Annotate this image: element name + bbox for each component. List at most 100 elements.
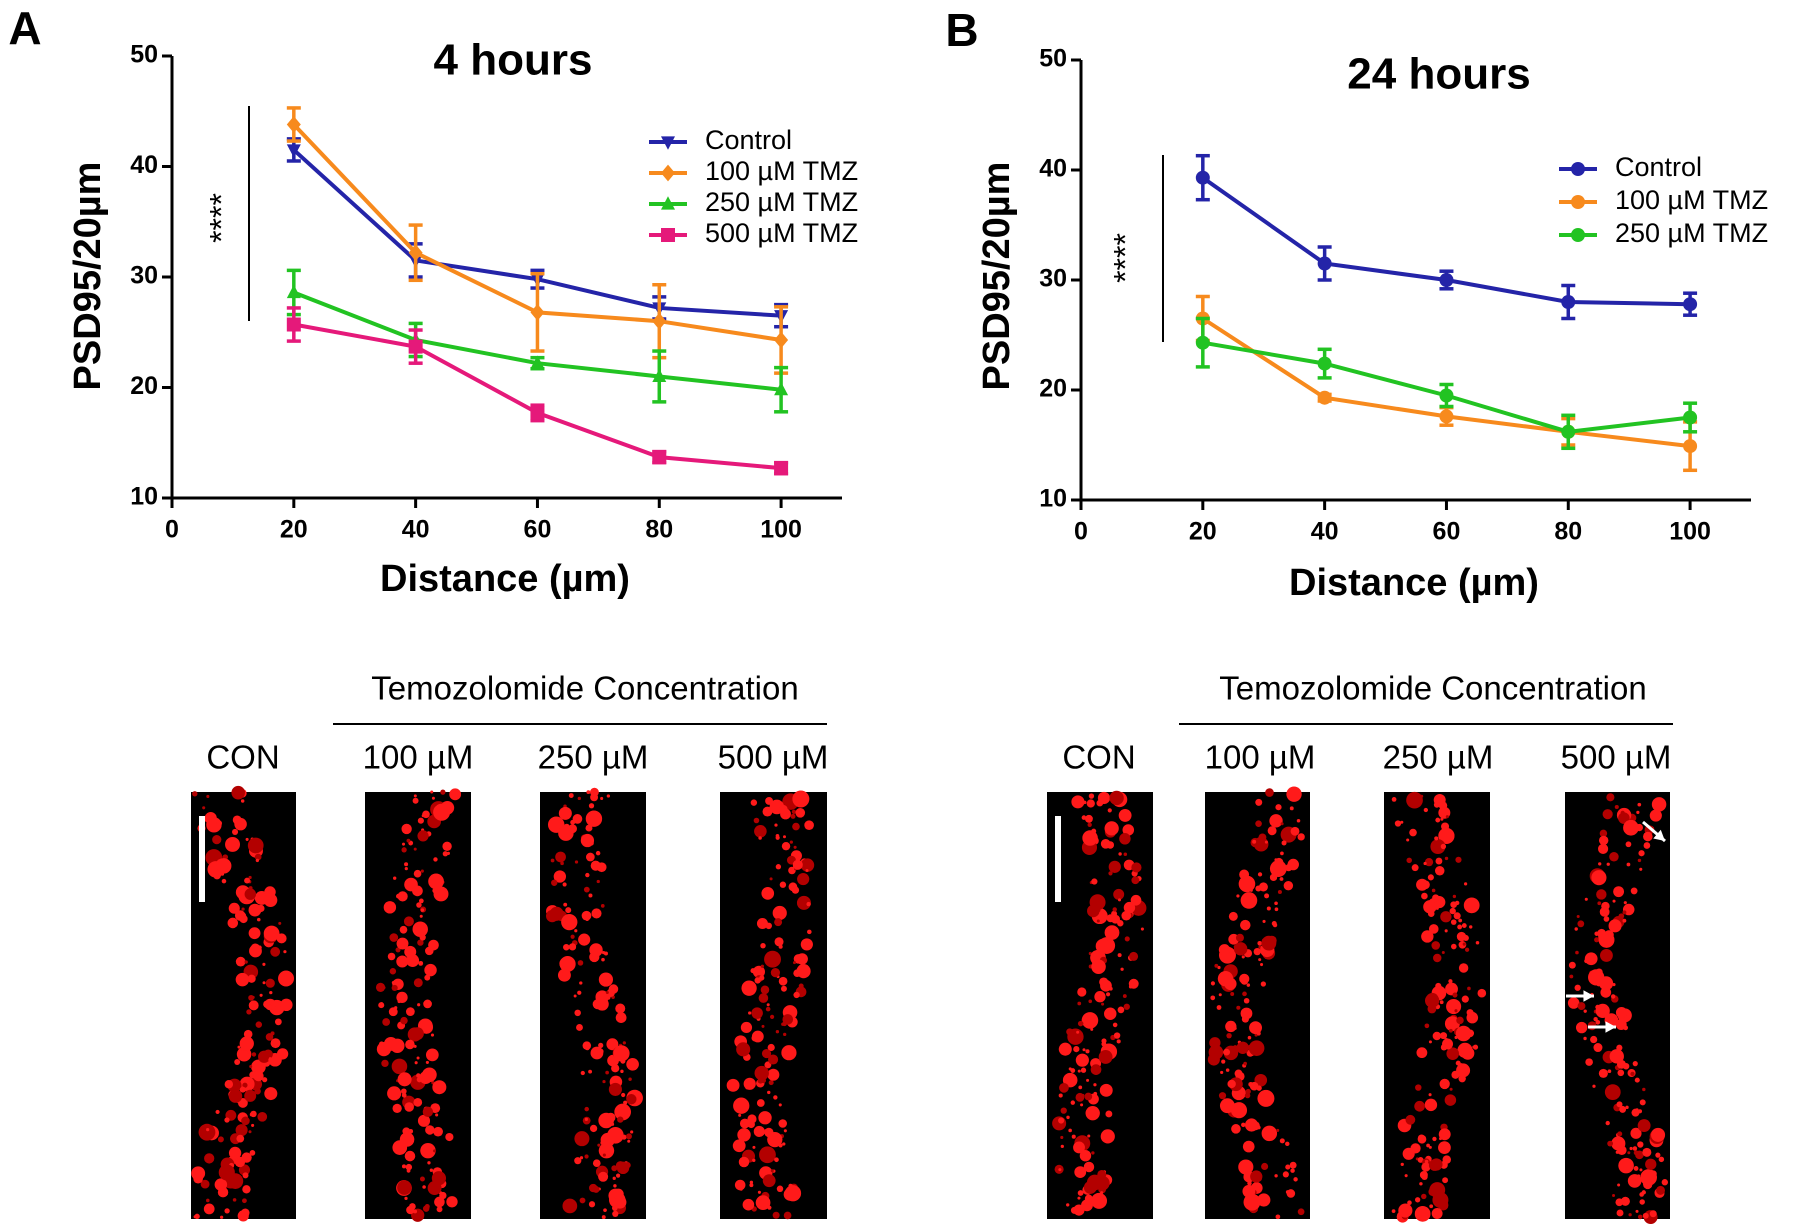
punctum bbox=[741, 1134, 745, 1139]
punctum bbox=[1449, 907, 1456, 915]
punctum bbox=[391, 984, 398, 991]
punctum bbox=[1461, 995, 1469, 1003]
punctum bbox=[433, 857, 438, 862]
x-axis-title: Distance (µm) bbox=[1289, 562, 1539, 604]
punctum bbox=[1428, 1040, 1432, 1044]
punctum bbox=[433, 802, 437, 807]
punctum bbox=[1456, 1063, 1471, 1078]
punctum bbox=[211, 812, 215, 816]
punctum bbox=[597, 1048, 604, 1055]
punctum bbox=[1293, 1177, 1298, 1182]
significance-label: **** bbox=[1107, 233, 1143, 283]
punctum bbox=[206, 1198, 210, 1203]
punctum bbox=[235, 1124, 248, 1137]
punctum bbox=[1066, 1115, 1070, 1120]
punctum bbox=[1420, 794, 1424, 798]
punctum bbox=[610, 1122, 615, 1126]
punctum bbox=[590, 860, 601, 871]
punctum bbox=[1256, 1031, 1261, 1036]
punctum bbox=[1244, 1092, 1251, 1099]
data-point bbox=[1317, 256, 1332, 271]
punctum bbox=[1637, 1141, 1644, 1148]
punctum bbox=[1608, 919, 1622, 933]
punctum bbox=[1289, 1161, 1297, 1169]
punctum bbox=[1574, 927, 1578, 931]
punctum bbox=[1637, 1214, 1643, 1220]
punctum bbox=[778, 1119, 787, 1128]
punctum bbox=[585, 917, 589, 922]
punctum bbox=[1615, 1006, 1628, 1019]
punctum bbox=[1074, 1166, 1087, 1178]
punctum bbox=[403, 825, 409, 831]
punctum bbox=[581, 910, 592, 921]
punctum bbox=[1098, 1050, 1113, 1064]
punctum bbox=[1629, 1146, 1633, 1151]
punctum bbox=[1433, 953, 1442, 963]
punctum bbox=[1568, 961, 1576, 969]
punctum bbox=[589, 943, 603, 957]
punctum bbox=[1236, 1041, 1249, 1054]
punctum bbox=[1435, 857, 1443, 865]
punctum bbox=[1455, 856, 1462, 863]
punctum bbox=[1240, 892, 1258, 909]
punctum bbox=[241, 907, 245, 911]
punctum bbox=[232, 1198, 237, 1202]
data-point bbox=[1439, 273, 1454, 287]
punctum bbox=[1094, 991, 1106, 1003]
punctum bbox=[800, 938, 813, 951]
punctum bbox=[1227, 1079, 1236, 1089]
punctum bbox=[605, 990, 609, 994]
punctum bbox=[1077, 1020, 1084, 1027]
punctum bbox=[416, 1076, 423, 1083]
punctum bbox=[606, 1038, 619, 1051]
punctum bbox=[397, 1072, 412, 1087]
punctum bbox=[396, 955, 409, 968]
punctum bbox=[1124, 936, 1130, 942]
punctum bbox=[1257, 872, 1263, 877]
punctum bbox=[236, 1134, 245, 1143]
punctum bbox=[1439, 1078, 1450, 1090]
punctum bbox=[769, 877, 773, 881]
punctum bbox=[795, 807, 806, 818]
punctum bbox=[770, 968, 781, 978]
punctum bbox=[1583, 1009, 1587, 1013]
punctum bbox=[798, 983, 804, 989]
punctum bbox=[1214, 963, 1219, 968]
punctum bbox=[1448, 979, 1453, 984]
punctum bbox=[1093, 1091, 1098, 1096]
punctum bbox=[570, 819, 576, 825]
punctum bbox=[1431, 1208, 1443, 1219]
micrograph bbox=[720, 790, 827, 1220]
punctum bbox=[1086, 1078, 1090, 1082]
punctum bbox=[1617, 1183, 1621, 1187]
legend-label: 500 µM TMZ bbox=[705, 218, 858, 248]
punctum bbox=[1584, 897, 1588, 901]
punctum bbox=[427, 1161, 431, 1165]
punctum bbox=[1627, 1151, 1631, 1155]
punctum bbox=[1630, 887, 1638, 895]
punctum bbox=[1083, 1161, 1095, 1173]
punctum bbox=[1607, 1140, 1614, 1147]
punctum bbox=[1058, 1117, 1065, 1124]
punctum bbox=[232, 828, 239, 835]
punctum bbox=[792, 822, 800, 831]
punctum bbox=[568, 824, 577, 834]
punctum bbox=[234, 1059, 241, 1065]
punctum bbox=[1122, 824, 1135, 836]
punctum bbox=[1060, 1107, 1067, 1114]
punctum bbox=[1454, 900, 1460, 906]
punctum bbox=[1625, 1105, 1629, 1110]
punctum bbox=[776, 1185, 784, 1193]
punctum bbox=[586, 790, 591, 795]
punctum bbox=[1456, 1016, 1464, 1025]
data-point bbox=[1195, 335, 1210, 350]
punctum bbox=[562, 1198, 578, 1214]
punctum bbox=[249, 1150, 256, 1156]
punctum bbox=[588, 1069, 593, 1074]
punctum bbox=[1472, 1045, 1476, 1049]
legend-marker bbox=[1571, 228, 1585, 242]
punctum bbox=[417, 817, 424, 824]
punctum bbox=[588, 893, 593, 898]
punctum bbox=[1602, 809, 1613, 820]
x-tick-label: 100 bbox=[1669, 518, 1711, 546]
